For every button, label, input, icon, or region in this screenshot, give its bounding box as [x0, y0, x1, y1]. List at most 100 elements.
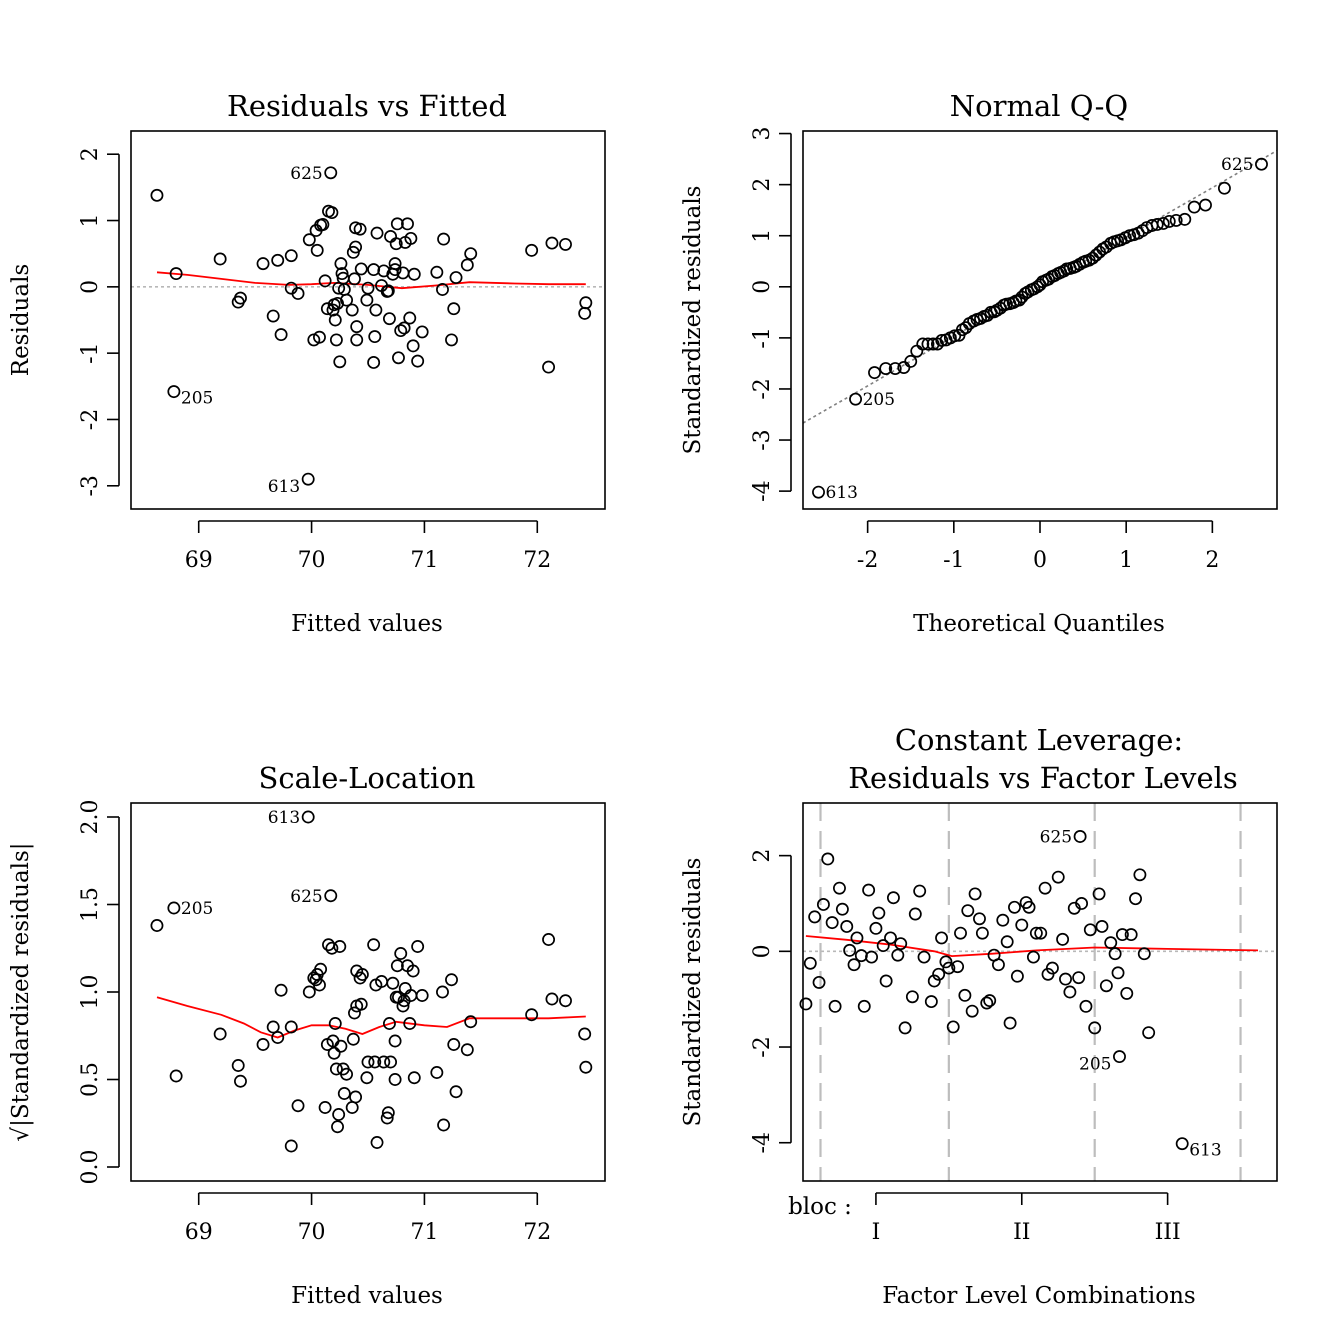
data-point [828, 999, 842, 1013]
data-point [1086, 251, 1100, 265]
data-point [370, 226, 384, 240]
data-point [381, 1106, 395, 1120]
data-point [939, 955, 953, 969]
data-point [437, 232, 451, 246]
data-point [559, 994, 572, 1008]
data-point [525, 243, 539, 257]
data-point [1162, 214, 1176, 228]
data-point [167, 901, 181, 915]
x-axis-label: Factor Level Combinations [882, 1283, 1195, 1309]
data-point [169, 267, 183, 281]
x-axis-label: Theoretical Quantiles [913, 611, 1165, 637]
point-label: 613 [826, 483, 858, 503]
smoother-line [805, 935, 1259, 958]
data-point [284, 1139, 298, 1153]
data-point [350, 333, 364, 347]
data-point [1187, 200, 1201, 214]
data-point [946, 1020, 960, 1034]
data-point [879, 974, 893, 988]
data-point [369, 303, 383, 317]
data-point [256, 1038, 270, 1051]
data-point [872, 906, 886, 920]
smoother-line [156, 996, 586, 1039]
data-point [1217, 181, 1231, 195]
data-point [1111, 966, 1125, 980]
data-point [274, 328, 288, 342]
point-label: 205 [1079, 1055, 1111, 1075]
data-point [1175, 1137, 1189, 1151]
data-point [991, 958, 1005, 972]
data-point [1059, 972, 1072, 986]
data-point [150, 188, 164, 202]
x-tick-label: 72 [523, 1220, 551, 1245]
y-tick-label: -1 [750, 327, 775, 348]
data-point [353, 222, 367, 236]
data-point [908, 907, 922, 921]
data-point [167, 385, 181, 399]
data-point [316, 218, 330, 231]
data-point [825, 916, 839, 930]
data-point [406, 964, 420, 978]
data-point [1120, 986, 1134, 1000]
data-point [460, 1043, 474, 1057]
data-point [926, 337, 940, 351]
y-tick-label: 0 [78, 280, 103, 294]
data-point [368, 330, 382, 344]
y-tick-label: 0.5 [78, 1062, 103, 1097]
y-tick-label: -4 [750, 480, 775, 501]
data-point [430, 1066, 444, 1079]
data-point [1026, 950, 1040, 964]
data-point [415, 325, 429, 339]
x-tick-label: 71 [410, 1220, 438, 1245]
x-tick-label: I [872, 1220, 881, 1245]
data-point [849, 392, 863, 406]
data-point [891, 948, 905, 962]
data-point [415, 989, 429, 1002]
data-point [808, 910, 822, 924]
data-point [291, 1099, 305, 1113]
data-point [464, 247, 478, 261]
data-point [302, 233, 316, 247]
data-point [397, 321, 411, 335]
y-tick-label: 0 [750, 944, 775, 958]
data-point [394, 324, 408, 338]
data-point [996, 913, 1010, 927]
data-point [905, 990, 919, 1004]
data-point [835, 902, 849, 916]
y-tick-label: 0 [750, 280, 775, 294]
data-point [1142, 1026, 1156, 1040]
data-point [917, 950, 931, 964]
data-point [843, 943, 857, 957]
data-point [932, 967, 946, 981]
data-point [256, 257, 270, 271]
x-tick-label: 69 [185, 548, 213, 573]
data-point [1015, 918, 1029, 932]
data-point [1063, 985, 1077, 999]
data-point [350, 320, 364, 334]
data-point [284, 249, 298, 263]
data-point [1150, 218, 1164, 231]
data-point [578, 1027, 592, 1041]
data-point [869, 921, 883, 935]
residuals-vs-factor-levels-panel: Constant Leverage: Residuals vs Factor L… [680, 723, 1278, 1309]
data-point [980, 996, 994, 1010]
plot-frame [130, 130, 606, 510]
y-tick-label: -3 [750, 429, 775, 450]
y-tick-label: -3 [78, 475, 103, 496]
data-point [360, 1071, 374, 1085]
point-label: 625 [1221, 155, 1253, 175]
data-point [545, 992, 559, 1006]
data-point [579, 296, 593, 310]
data-point [346, 1032, 360, 1046]
data-point [333, 355, 347, 369]
data-point [234, 291, 247, 305]
data-point [975, 926, 989, 940]
data-point [1129, 892, 1142, 906]
data-point [799, 997, 813, 1011]
data-point [436, 985, 449, 999]
x-tick-label: 70 [298, 1220, 326, 1245]
data-point [464, 1015, 478, 1029]
data-point [935, 931, 949, 945]
data-point [1255, 157, 1268, 171]
data-point [331, 1120, 344, 1134]
